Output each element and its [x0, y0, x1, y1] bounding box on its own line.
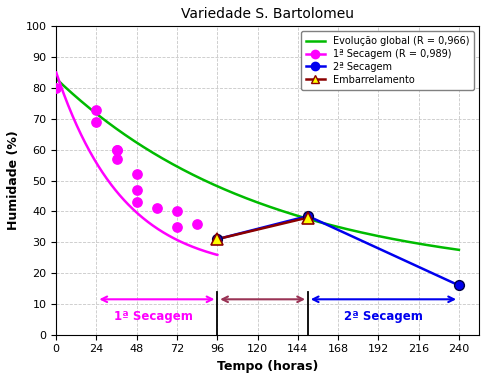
Text: 1ª Secagem: 1ª Secagem	[114, 310, 193, 323]
Point	[133, 187, 140, 193]
Point	[93, 119, 101, 125]
Point	[213, 236, 221, 242]
Point	[133, 199, 140, 205]
Point	[173, 208, 181, 214]
Point	[173, 224, 181, 230]
Point	[52, 85, 60, 91]
Point	[304, 213, 312, 219]
Y-axis label: Humidade (%): Humidade (%)	[7, 131, 20, 230]
Point	[213, 236, 221, 242]
Point	[113, 147, 121, 153]
Title: Variedade S. Bartolomeu: Variedade S. Bartolomeu	[181, 7, 354, 21]
Text: 2ª Secagem: 2ª Secagem	[344, 310, 423, 323]
Point	[113, 147, 121, 153]
X-axis label: Tempo (horas): Tempo (horas)	[217, 360, 318, 373]
Point	[455, 282, 463, 288]
Point	[133, 171, 140, 177]
Point	[153, 205, 161, 211]
Point	[193, 221, 201, 227]
Point	[93, 106, 101, 112]
Legend: Evolução global (R = 0,966), 1ª Secagem (R = 0,989), 2ª Secagem, Embarrelamento: Evolução global (R = 0,966), 1ª Secagem …	[301, 31, 474, 90]
Point	[113, 156, 121, 162]
